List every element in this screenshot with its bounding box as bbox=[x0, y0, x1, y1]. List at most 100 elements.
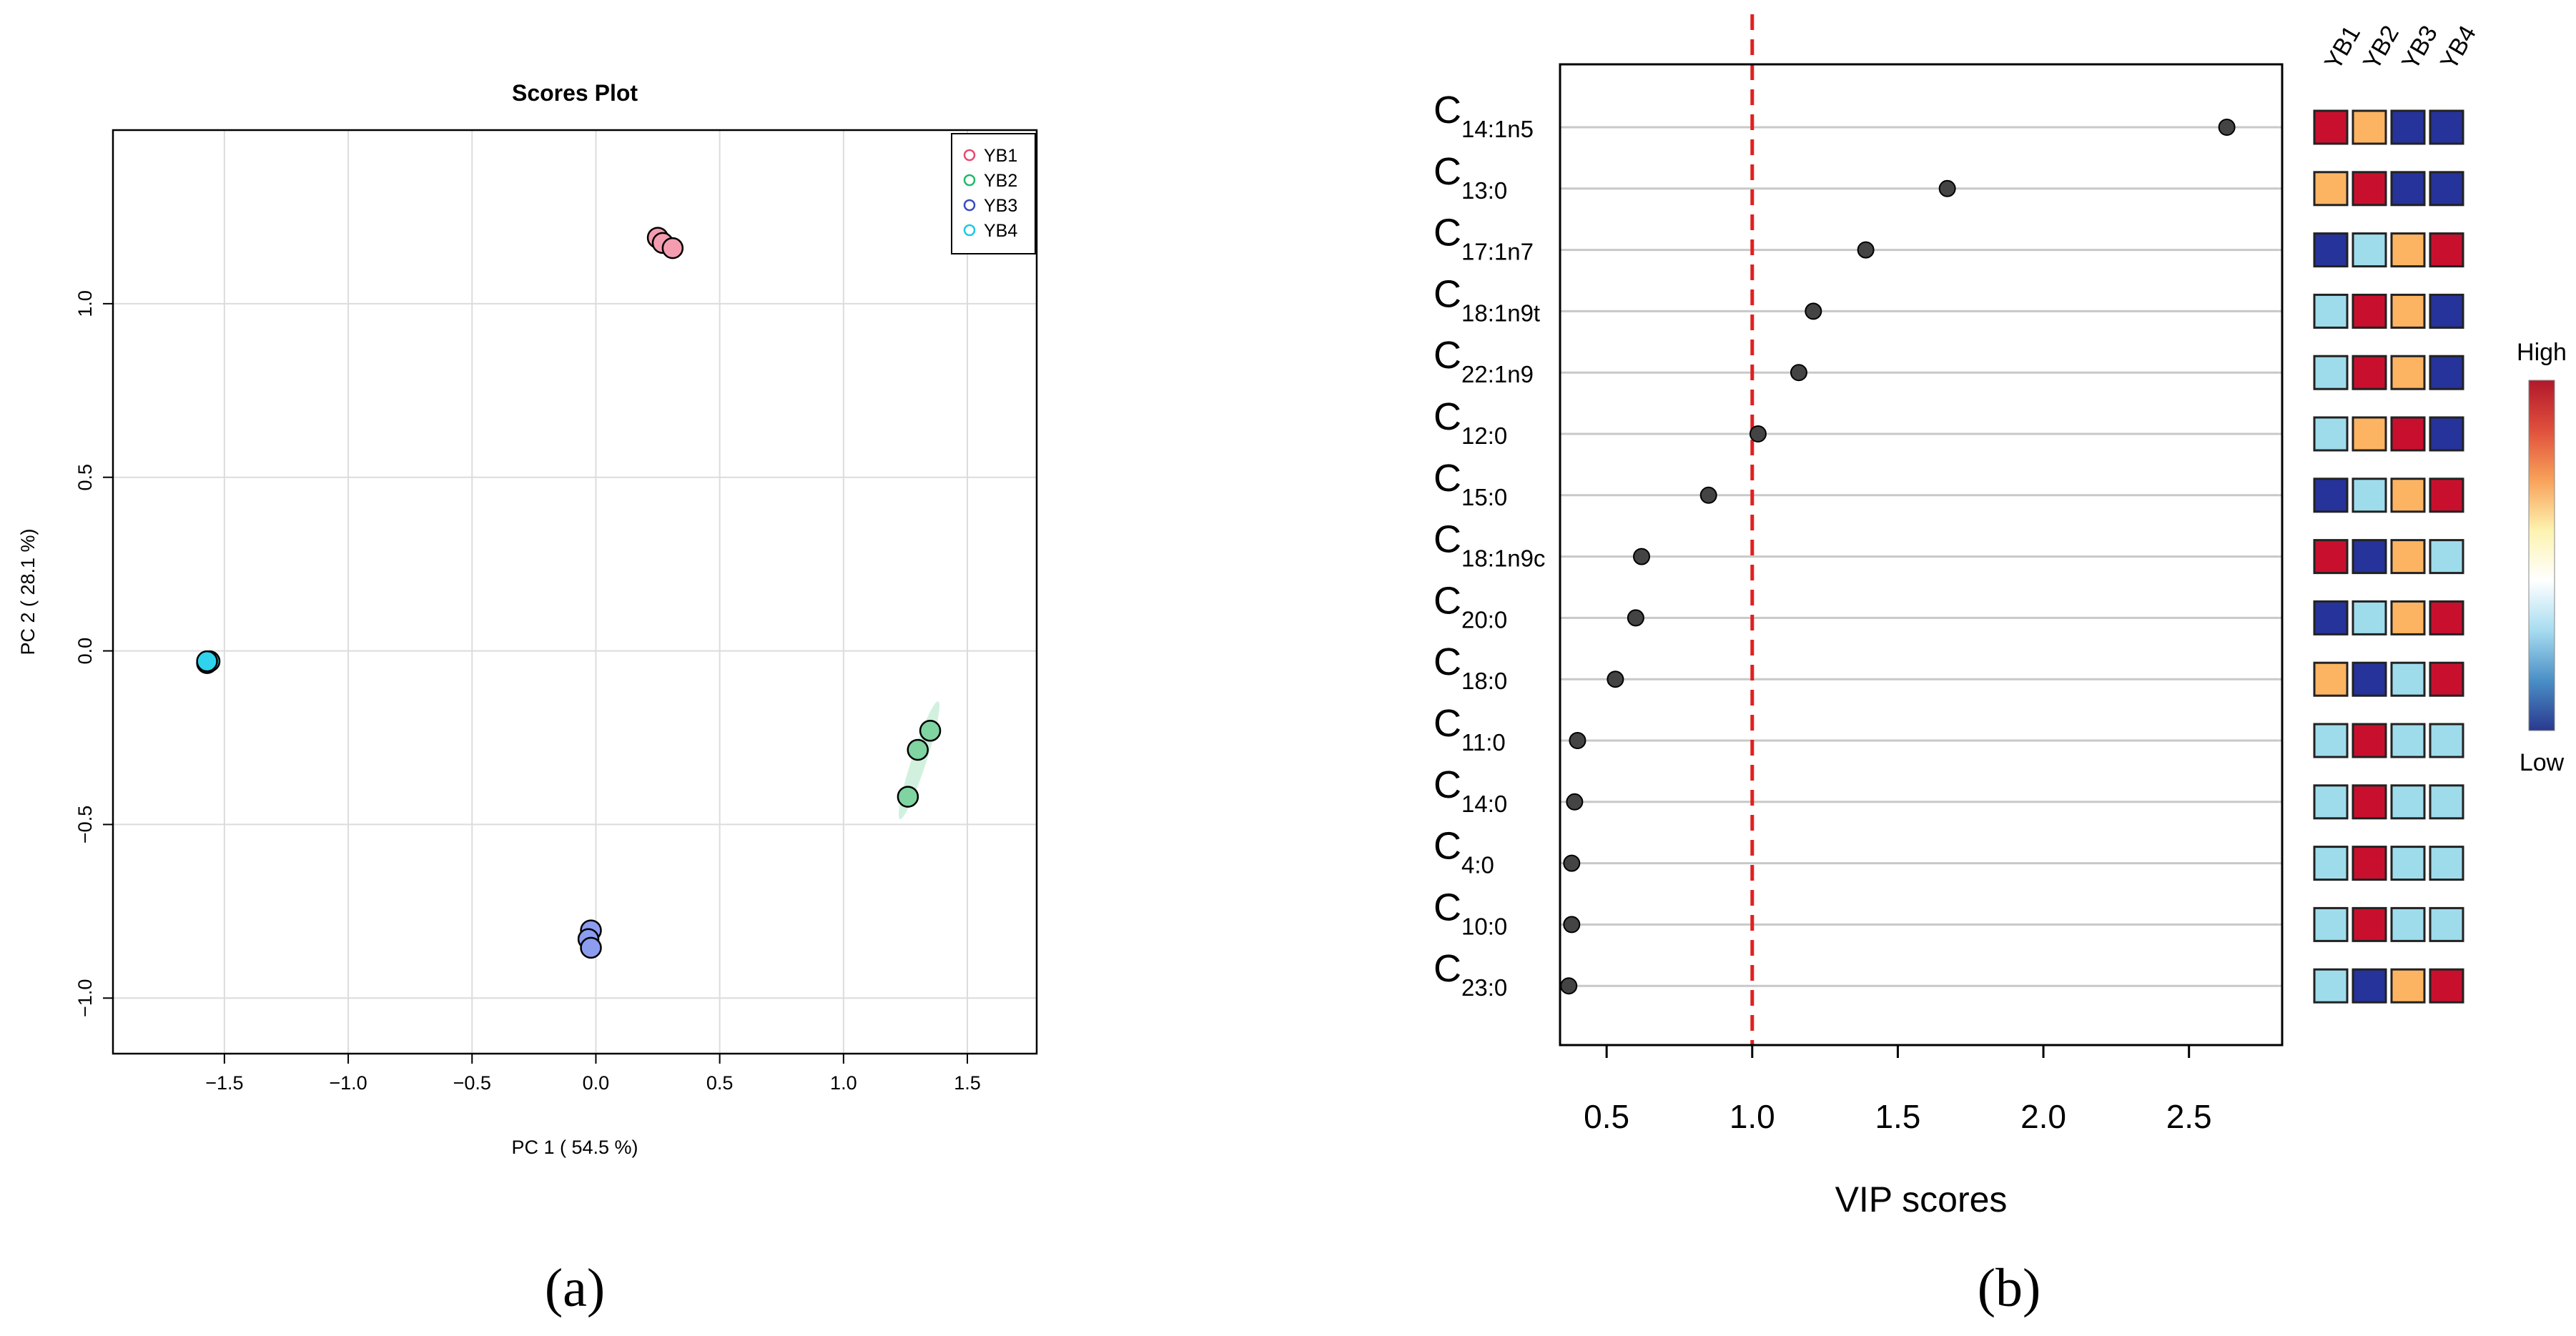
vip-point bbox=[1633, 548, 1651, 565]
vip-point bbox=[1805, 302, 1822, 320]
x-tick-label: −0.5 bbox=[453, 1072, 491, 1094]
heatmap-cell bbox=[2390, 232, 2426, 268]
scores-plot-panel: −1.5 −1.0 −0.5 0.0 0.5 1.0 1.5 −1.0 −0.5 0.0 0.5 1… bbox=[17, 80, 1038, 1318]
heatmap-cell bbox=[2390, 600, 2426, 635]
fatty-acid-base: C bbox=[1433, 334, 1461, 377]
heatmap-cell bbox=[2390, 293, 2426, 329]
heatmap-cell bbox=[2352, 968, 2387, 1004]
vip-point bbox=[1569, 732, 1586, 749]
heatmap-cell bbox=[2429, 171, 2464, 207]
fatty-acid-label: C14:1n5 bbox=[1433, 89, 1534, 142]
vip-scores-panel: C14:1n5C13:0C17:1n7C18:1n9tC22:1n9C12:0C… bbox=[1433, 14, 2567, 1318]
heatmap-cell bbox=[2429, 600, 2464, 635]
fatty-acid-subscript: 14:1n5 bbox=[1461, 116, 1534, 142]
fatty-acid-subscript: 18:1n9c bbox=[1461, 545, 1545, 572]
heatmap-cell bbox=[2352, 171, 2387, 207]
fatty-acid-label: C17:1n7 bbox=[1433, 212, 1534, 265]
heatmap-column-header: YB1 bbox=[2319, 21, 2366, 74]
chart-title: Scores Plot bbox=[512, 80, 638, 106]
legend-marker-yb2 bbox=[963, 174, 976, 187]
fatty-acid-base: C bbox=[1433, 89, 1461, 132]
legend-marker-yb4 bbox=[963, 224, 976, 237]
heatmap-cell bbox=[2429, 355, 2464, 390]
heatmap-column-header: YB2 bbox=[2358, 21, 2404, 74]
fatty-acid-label: C20:0 bbox=[1433, 579, 1507, 633]
fatty-acid-base: C bbox=[1433, 702, 1461, 745]
heatmap-cell bbox=[2352, 661, 2387, 697]
fatty-acid-subscript: 22:1n9 bbox=[1461, 361, 1534, 387]
vip-point bbox=[1627, 609, 1644, 627]
vip-plot-background bbox=[1560, 64, 2282, 1045]
score-point-yb2 bbox=[897, 786, 919, 808]
legend-label-yb1: YB1 bbox=[984, 146, 1017, 166]
heatmap-cell bbox=[2429, 293, 2464, 329]
heatmap-cell bbox=[2352, 478, 2387, 513]
fatty-acid-subscript: 4:0 bbox=[1461, 852, 1494, 879]
fatty-acid-label: C23:0 bbox=[1433, 947, 1507, 1001]
fatty-acid-subscript: 13:0 bbox=[1461, 177, 1507, 204]
heatmap-cell bbox=[2313, 906, 2349, 942]
colorbar-gradient bbox=[2528, 380, 2555, 731]
vip-x-tick-label: 2.5 bbox=[2166, 1098, 2212, 1135]
heatmap-cell bbox=[2390, 723, 2426, 758]
heatmap-cell bbox=[2429, 723, 2464, 758]
panel-label-a: (a) bbox=[545, 1258, 605, 1318]
heatmap-cell bbox=[2429, 539, 2464, 575]
vip-x-tick-label: 1.5 bbox=[1875, 1098, 1920, 1135]
fatty-acid-subscript: 12:0 bbox=[1461, 422, 1507, 449]
fatty-acid-base: C bbox=[1433, 825, 1461, 868]
fatty-acid-label: C18:1n9c bbox=[1433, 518, 1545, 572]
heatmap-cell bbox=[2313, 846, 2349, 881]
legend-marker-yb1 bbox=[963, 149, 976, 162]
heatmap-cell bbox=[2352, 846, 2387, 881]
y-tick-label: 0.0 bbox=[74, 638, 96, 665]
heatmap-column-header: YB3 bbox=[2397, 21, 2443, 74]
heatmap-cell bbox=[2313, 293, 2349, 329]
heatmap-cell bbox=[2313, 723, 2349, 758]
heatmap-cell bbox=[2352, 906, 2387, 942]
vip-x-tick-label: 0.5 bbox=[1584, 1098, 1629, 1135]
fatty-acid-labels: C14:1n5C13:0C17:1n7C18:1n9tC22:1n9C12:0C… bbox=[1433, 89, 1545, 1001]
vip-point bbox=[1563, 916, 1581, 934]
heatmap-cell bbox=[2390, 784, 2426, 820]
fatty-acid-subscript: 11:0 bbox=[1461, 729, 1506, 756]
vip-point bbox=[1566, 793, 1584, 811]
legend-marker-yb3 bbox=[963, 199, 976, 212]
fatty-acid-base: C bbox=[1433, 763, 1461, 806]
heatmap-cell bbox=[2352, 293, 2387, 329]
fatty-acid-base: C bbox=[1433, 886, 1461, 929]
y-tick-label: −1.0 bbox=[74, 979, 96, 1017]
fatty-acid-subscript: 10:0 bbox=[1461, 913, 1507, 939]
fatty-acid-subscript: 23:0 bbox=[1461, 974, 1507, 1001]
score-point-yb2 bbox=[907, 738, 929, 761]
fatty-acid-base: C bbox=[1433, 272, 1461, 315]
heatmap-cell bbox=[2352, 784, 2387, 820]
x-tick-label: −1.5 bbox=[205, 1072, 243, 1094]
fatty-acid-base: C bbox=[1433, 457, 1461, 500]
fatty-acid-base: C bbox=[1433, 579, 1461, 622]
heatmap-cell bbox=[2313, 478, 2349, 513]
vip-point bbox=[1699, 486, 1717, 504]
vip-point bbox=[1938, 179, 1956, 197]
heatmap-cell bbox=[2313, 355, 2349, 390]
heatmap-cell bbox=[2390, 846, 2426, 881]
x-axis-ticks: −1.5 −1.0 −0.5 0.0 0.5 1.0 1.5 bbox=[205, 1054, 981, 1094]
fatty-acid-label: C12:0 bbox=[1433, 395, 1507, 449]
vip-point bbox=[1607, 671, 1624, 688]
x-tick-label: −1.0 bbox=[329, 1072, 367, 1094]
y-axis-label: PC 2 ( 28.1 %) bbox=[17, 528, 39, 655]
row-guide-lines bbox=[1560, 126, 2282, 987]
y-axis-ticks: −1.0 −0.5 0.0 0.5 1.0 bbox=[74, 290, 113, 1017]
heatmap-cell bbox=[2390, 968, 2426, 1004]
x-axis-label: PC 1 ( 54.5 %) bbox=[511, 1137, 638, 1158]
fatty-acid-base: C bbox=[1433, 518, 1461, 561]
vip-plot-frame bbox=[1559, 63, 2284, 1046]
heatmap-cell bbox=[2390, 539, 2426, 575]
fatty-acid-subscript: 18:1n9t bbox=[1461, 300, 1540, 326]
heatmap-cell bbox=[2313, 416, 2349, 452]
vip-point bbox=[1560, 977, 1578, 995]
fatty-acid-label: C11:0 bbox=[1433, 702, 1506, 756]
fatty-acid-label: C13:0 bbox=[1433, 150, 1507, 204]
